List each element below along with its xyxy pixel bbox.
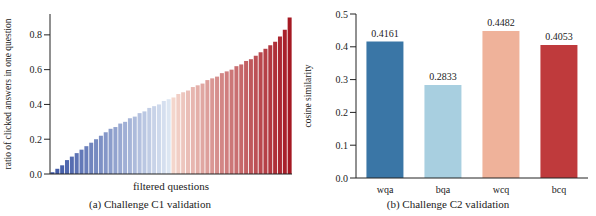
svg-text:0.2: 0.2 <box>336 107 349 118</box>
svg-text:0.8: 0.8 <box>30 29 43 40</box>
svg-text:0.4053: 0.4053 <box>545 31 573 42</box>
svg-text:0.0: 0.0 <box>30 169 43 180</box>
svg-text:0.0: 0.0 <box>336 173 349 184</box>
svg-text:bqa: bqa <box>436 184 451 195</box>
svg-text:0.4: 0.4 <box>336 41 349 52</box>
svg-text:0.2833: 0.2833 <box>429 71 457 82</box>
svg-text:0.1: 0.1 <box>336 140 349 151</box>
svg-text:filtered questions: filtered questions <box>133 180 209 192</box>
svg-text:cosine similarity: cosine similarity <box>303 64 313 127</box>
svg-text:0.6: 0.6 <box>30 64 43 75</box>
svg-text:0.2: 0.2 <box>30 134 43 145</box>
html-text:(b) Challenge C2 validation: (b) Challenge C2 validation <box>386 198 510 210</box>
svg-text:0.5: 0.5 <box>336 9 349 20</box>
svg-text:wqa: wqa <box>377 184 394 195</box>
svg-text:0.4: 0.4 <box>30 99 43 110</box>
svg-text:0.3: 0.3 <box>336 74 349 85</box>
svg-text:0.4161: 0.4161 <box>371 28 399 39</box>
svg-text:wcq: wcq <box>493 184 510 195</box>
svg-text:bcq: bcq <box>552 184 566 195</box>
html-text:(a) Challenge C1 validation: (a) Challenge C1 validation <box>89 198 211 210</box>
svg-text:ratio of clicked answers in on: ratio of clicked answers in one question <box>8 18 13 169</box>
svg-text:0.4482: 0.4482 <box>487 17 515 28</box>
